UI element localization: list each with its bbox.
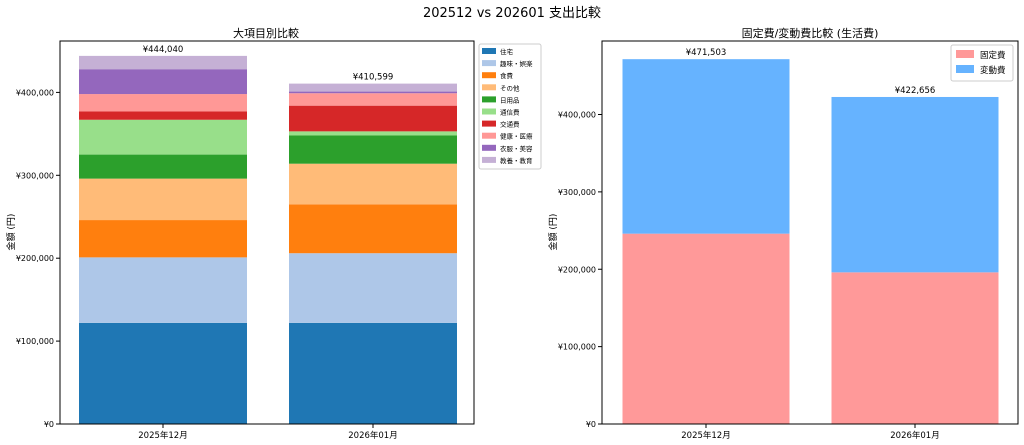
bar-segment-series-1 — [289, 253, 457, 323]
legend-label: 健康・医療 — [500, 132, 533, 141]
bar-segment-series-5 — [79, 119, 247, 155]
y-tick-label: ¥400,000 — [16, 88, 54, 97]
chart-title: 固定費/変動費比較 (生活費) — [742, 26, 879, 40]
bar-segment-series-0 — [831, 272, 999, 424]
legend-label: 日用品 — [500, 96, 520, 104]
legend-label: その他 — [500, 83, 520, 92]
bar-segment-series-0 — [79, 322, 247, 424]
legend-swatch — [482, 96, 496, 103]
legend-swatch — [482, 120, 496, 127]
y-tick-label: ¥100,000 — [16, 337, 54, 346]
legend-swatch — [482, 48, 496, 54]
y-axis-label: 金額 (円) — [547, 214, 559, 251]
figure-title: 202512 vs 202601 支出比較 — [423, 6, 601, 21]
legend-swatch — [956, 50, 974, 58]
x-tick-label: 2026年01月 — [890, 430, 939, 441]
y-tick-label: ¥200,000 — [558, 265, 596, 274]
legend-label: 固定費 — [980, 50, 1006, 61]
bar-segment-series-6 — [79, 111, 247, 120]
legend-swatch — [482, 156, 496, 163]
legend-swatch — [956, 65, 974, 73]
bar-segment-series-1 — [831, 96, 999, 273]
bar-segment-series-3 — [289, 163, 457, 205]
bar-segment-series-9 — [79, 55, 247, 70]
bar-segment-series-4 — [289, 135, 457, 164]
legend-label: 変動費 — [980, 65, 1006, 76]
bar-segment-series-8 — [79, 69, 247, 95]
bar-segment-series-0 — [622, 233, 790, 424]
plot-frame — [601, 40, 1019, 425]
bar-segment-series-4 — [79, 154, 247, 179]
bar-segment-series-2 — [79, 220, 247, 258]
bar-segment-series-8 — [289, 91, 457, 94]
legend-swatch — [482, 108, 496, 115]
legend-swatch — [482, 84, 496, 91]
legend-label: 通信費 — [500, 108, 520, 117]
legend-swatch — [482, 72, 496, 79]
x-tick-label: 2026年01月 — [348, 430, 397, 441]
chart-title: 大項目別比較 — [233, 26, 299, 40]
y-tick-label: ¥0 — [586, 420, 596, 429]
plot-frame — [59, 40, 475, 425]
x-tick-label: 2025年12月 — [681, 430, 730, 441]
bar-segment-series-6 — [289, 105, 457, 132]
y-tick-label: ¥0 — [44, 420, 54, 429]
bar-segment-series-3 — [79, 178, 247, 221]
legend-label: 食費 — [500, 71, 514, 80]
y-tick-label: ¥100,000 — [558, 343, 596, 352]
y-tick-label: ¥300,000 — [16, 171, 54, 180]
bar-segment-series-7 — [79, 94, 247, 112]
bar-total-label: ¥444,040 — [143, 45, 184, 55]
bar-segment-series-2 — [289, 204, 457, 254]
bar-total-label: ¥471,503 — [686, 48, 727, 58]
legend-label: 趣味・娯楽 — [500, 59, 533, 68]
bar-segment-series-7 — [289, 93, 457, 106]
legend-swatch — [482, 132, 496, 139]
legend-label: 衣服・美容 — [500, 144, 533, 153]
y-tick-label: ¥200,000 — [16, 254, 54, 263]
y-axis-label: 金額 (円) — [5, 214, 17, 251]
legend-swatch — [482, 60, 496, 67]
legend-swatch — [482, 144, 496, 151]
bar-segment-series-1 — [79, 257, 247, 323]
legend-label: 交通費 — [500, 120, 520, 129]
bar-segment-series-1 — [622, 59, 790, 234]
bar-segment-series-9 — [289, 83, 457, 92]
fixed-variable-comparison-chart: 固定費/変動費比較 (生活費) 金額 (円) ¥0 ¥100,000 ¥200,00… — [547, 26, 1019, 441]
bar-total-label: ¥410,599 — [353, 73, 394, 83]
legend-label: 住宅 — [500, 47, 514, 56]
bar-total-label: ¥422,656 — [895, 86, 936, 96]
bar-segment-series-0 — [289, 322, 457, 424]
y-tick-label: ¥300,000 — [558, 188, 596, 197]
x-tick-label: 2025年12月 — [138, 430, 187, 441]
bar-segment-series-5 — [289, 131, 457, 136]
y-tick-label: ¥400,000 — [558, 111, 596, 120]
legend-label: 教養・教育 — [500, 156, 533, 165]
category-comparison-chart: 大項目別比較 金額 (円) ¥0 ¥100,000 ¥200,000 ¥300,000… — [5, 26, 542, 441]
